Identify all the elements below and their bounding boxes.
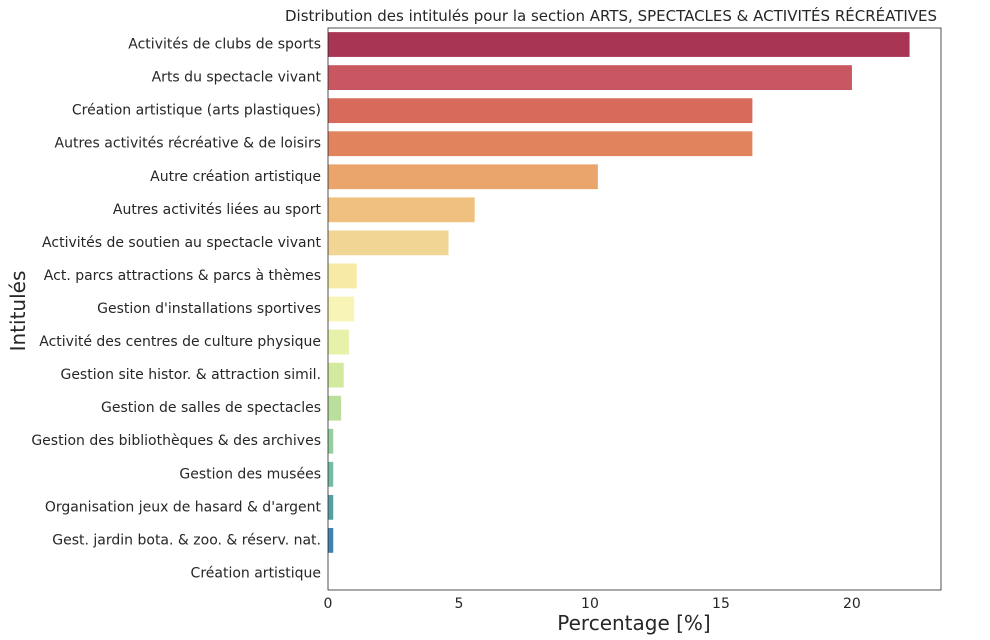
bar <box>328 428 334 454</box>
x-tick-label: 5 <box>455 596 464 612</box>
y-tick-label: Autre création artistique <box>150 169 321 185</box>
chart-title: Distribution des intitulés pour la secti… <box>285 7 938 25</box>
y-tick-label: Activités de soutien au spectacle vivant <box>42 235 321 251</box>
y-tick-label: Gest. jardin bota. & zoo. & réserv. nat. <box>52 532 321 548</box>
x-axis-label: Percentage [%] <box>557 611 711 635</box>
bar <box>328 296 355 322</box>
x-tick-labels: 0 5 10 15 20 <box>324 596 861 612</box>
bar <box>328 461 334 487</box>
y-tick-label: Gestion de salles de spectacles <box>101 400 321 416</box>
y-tick-label: Gestion d'installations sportives <box>97 301 321 317</box>
y-tick-labels: Activités de clubs de sports Arts du spec… <box>31 37 321 582</box>
y-tick-label: Création artistique <box>191 565 321 581</box>
bar <box>328 131 753 157</box>
bar <box>328 494 334 520</box>
bars-group <box>328 32 910 553</box>
y-tick-label: Autres activités liées au sport <box>113 202 322 218</box>
y-tick-label: Activités de clubs de sports <box>128 37 321 53</box>
bar <box>328 230 449 256</box>
bar <box>328 528 334 553</box>
bar <box>328 98 753 124</box>
x-tick-label: 10 <box>581 596 599 612</box>
y-tick-label: Création artistique (arts plastiques) <box>72 103 321 119</box>
bar <box>328 329 349 355</box>
y-tick-label: Activité des centres de culture physique <box>39 334 321 350</box>
x-tick-label: 15 <box>712 596 730 612</box>
x-tick-label: 20 <box>843 596 861 612</box>
bar <box>328 362 344 388</box>
y-tick-label: Organisation jeux de hasard & d'argent <box>45 499 322 515</box>
x-tick-label: 0 <box>324 596 333 612</box>
bar <box>328 395 342 421</box>
plot-frame <box>327 27 942 591</box>
y-tick-label: Gestion des musées <box>179 466 321 482</box>
bar <box>328 164 598 190</box>
y-tick-label: Arts du spectacle vivant <box>152 70 322 86</box>
y-tick-label: Gestion des bibliothèques & des archives <box>31 433 321 449</box>
y-tick-label: Gestion site histor. & attraction simil. <box>60 367 321 383</box>
bar <box>328 32 910 57</box>
bar <box>328 263 357 289</box>
bar <box>328 65 852 90</box>
bar <box>328 197 475 223</box>
y-tick-label: Act. parcs attractions & parcs à thèmes <box>44 268 321 284</box>
y-tick-label: Autres activités récréative & de loisirs <box>55 136 321 152</box>
